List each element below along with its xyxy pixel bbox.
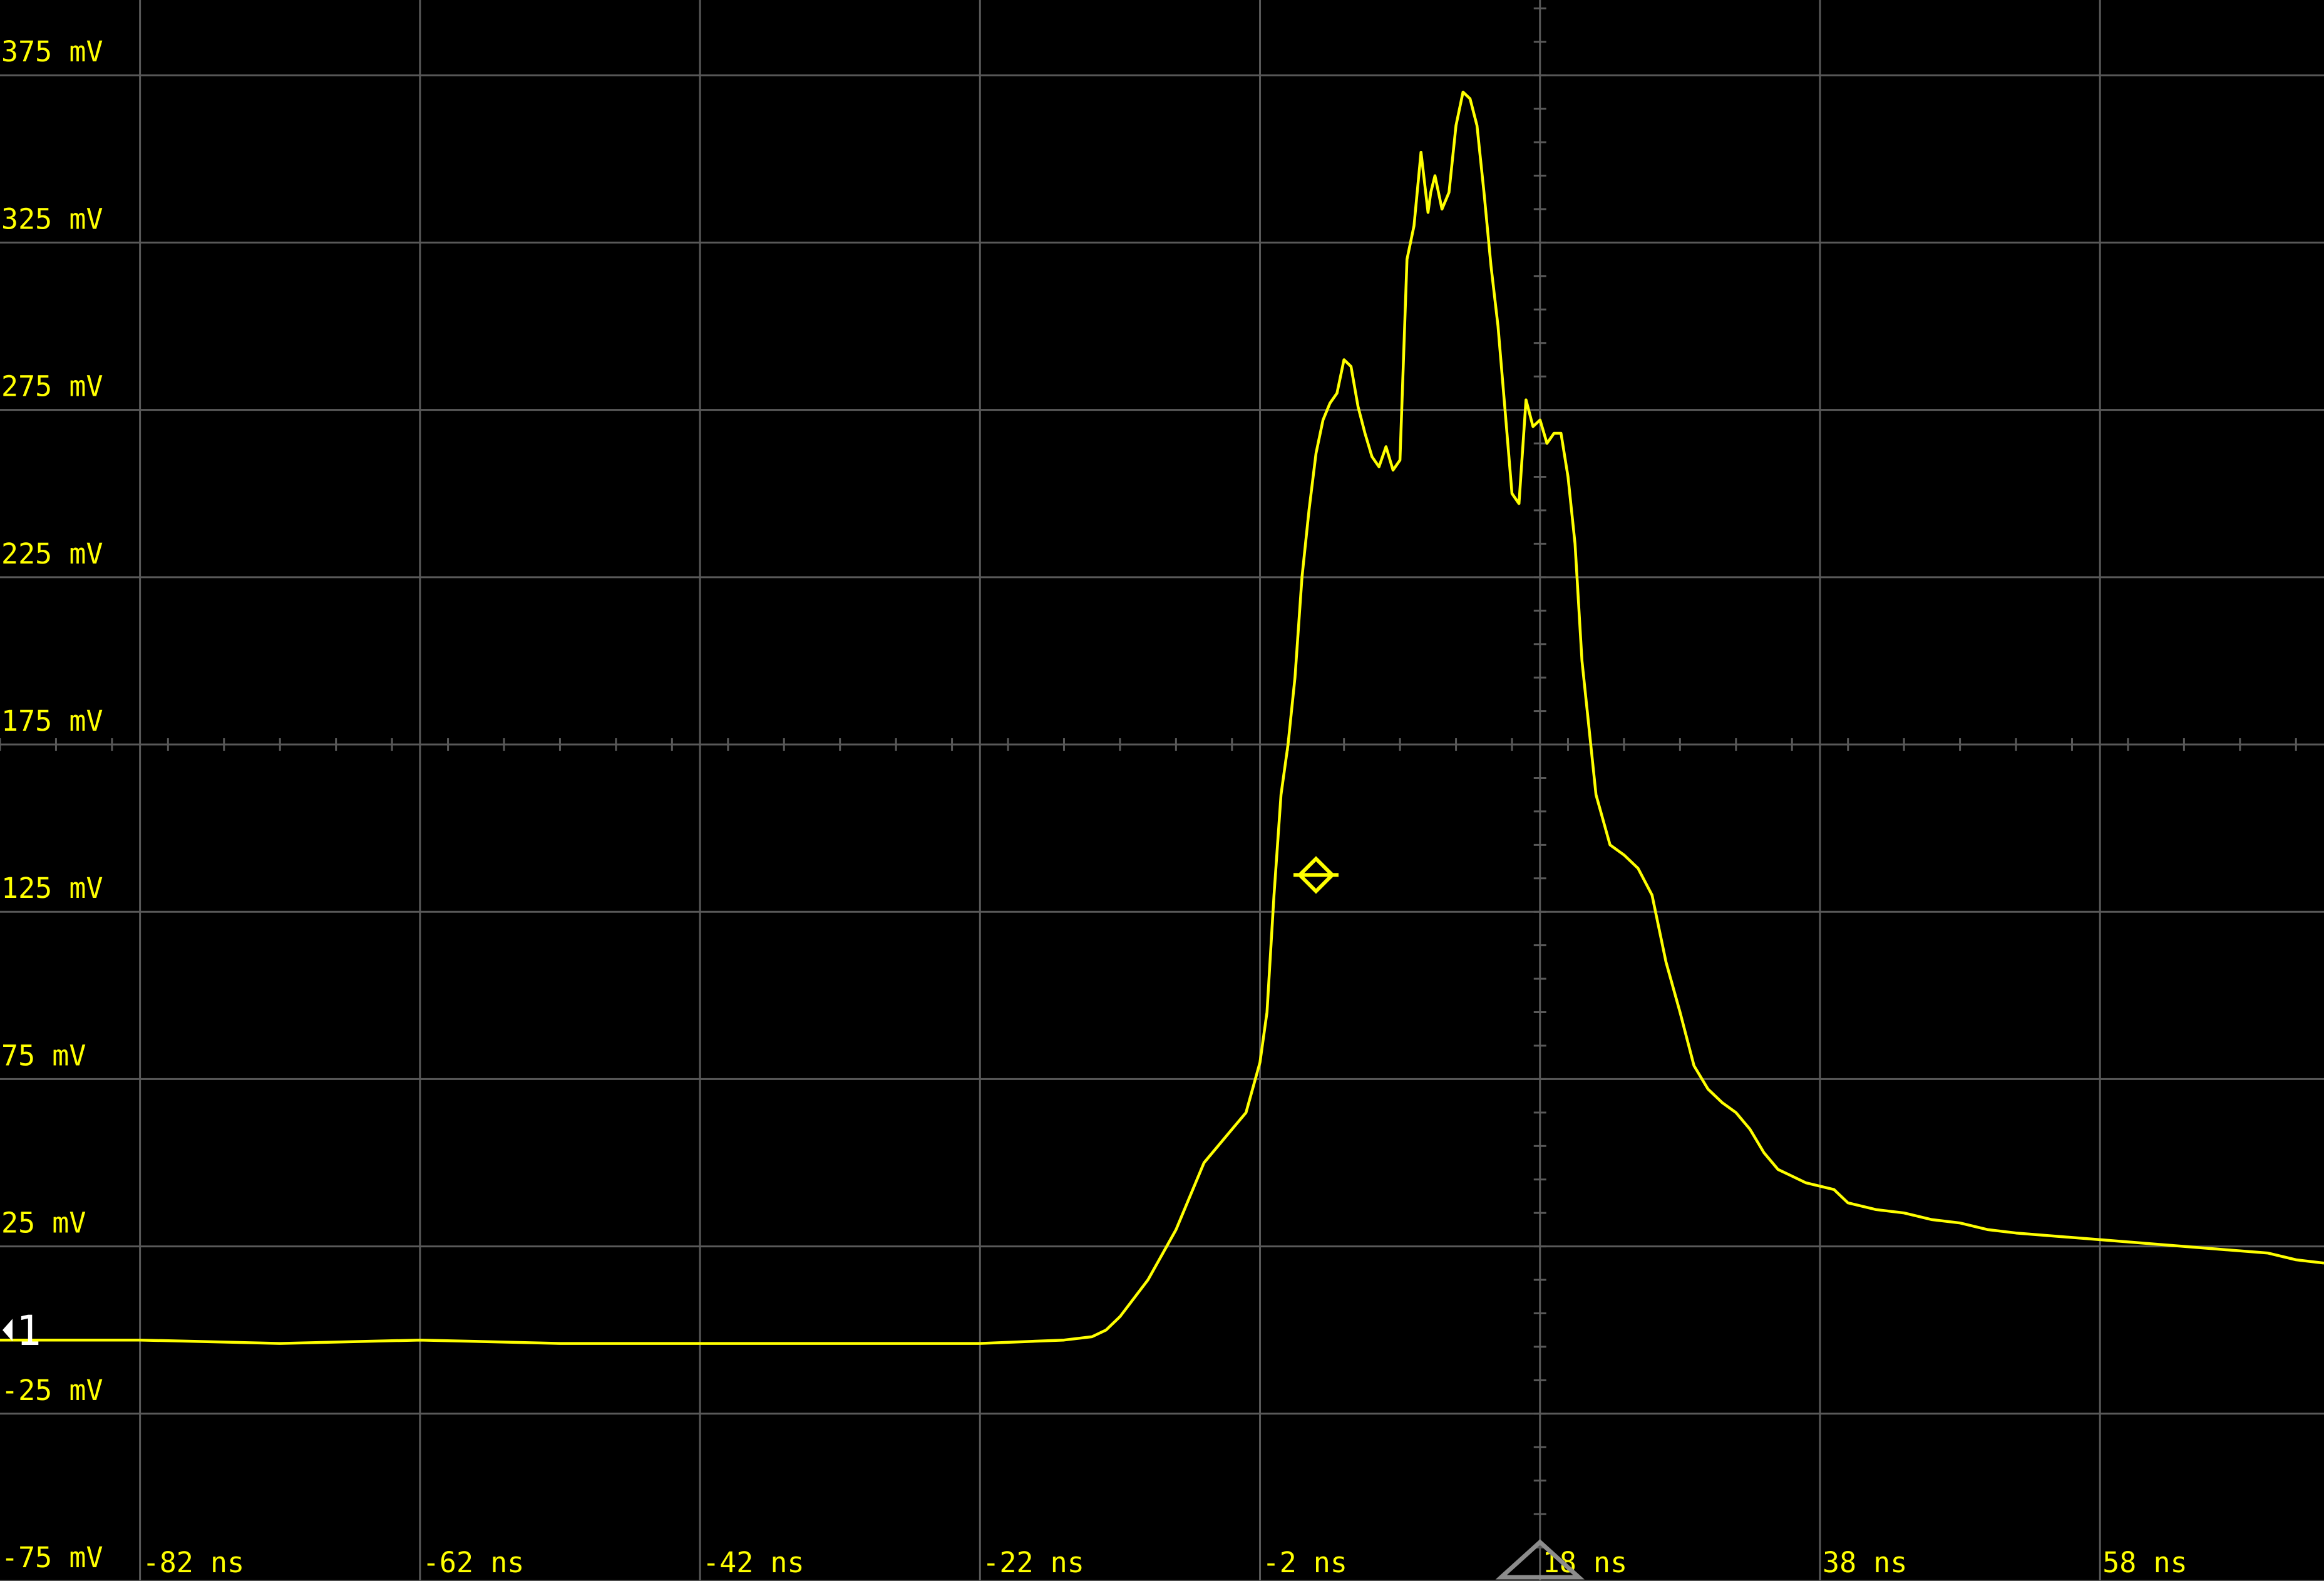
x-tick-label: 18 ns: [1543, 1546, 1627, 1579]
trace-layer: [0, 90, 2324, 1345]
x-tick-label: 58 ns: [2102, 1546, 2187, 1579]
channel-label: 1: [16, 1307, 41, 1355]
y-tick-label: 125 mV: [1, 872, 103, 905]
x-tick-label: -42 ns: [702, 1546, 805, 1579]
y-tick-label: -75 mV: [1, 1541, 103, 1574]
marker-layer: 1: [3, 856, 1585, 1580]
x-axis-tick-labels: -82 ns -62 ns -42 ns -22 ns -2 ns 18 ns 38 ns 5…: [143, 1546, 2188, 1579]
trace-line: [0, 90, 2324, 1345]
y-tick-label: 275 mV: [1, 370, 103, 403]
ground-arrow-icon: [3, 1319, 13, 1342]
x-tick-label: -82 ns: [143, 1546, 245, 1579]
y-tick-label: 375 mV: [1, 35, 103, 68]
x-tick-label: -2 ns: [1263, 1546, 1347, 1579]
center-axes: [0, 7, 2297, 1581]
y-tick-label: 325 mV: [1, 202, 103, 235]
y-tick-label: 75 mV: [1, 1039, 86, 1072]
x-tick-label: -62 ns: [423, 1546, 525, 1579]
y-tick-label: 225 mV: [1, 537, 103, 570]
x-tick-label: -22 ns: [982, 1546, 1084, 1579]
ground-reference-marker[interactable]: 1: [3, 1307, 41, 1355]
y-tick-label: 25 mV: [1, 1207, 86, 1240]
trigger-position-icon[interactable]: [1293, 856, 1339, 894]
horizontal-position-marker-icon[interactable]: [1495, 1539, 1585, 1580]
y-tick-label: 175 mV: [1, 704, 103, 738]
x-tick-label: 38 ns: [1823, 1546, 1907, 1579]
y-tick-label: -25 mV: [1, 1374, 103, 1407]
